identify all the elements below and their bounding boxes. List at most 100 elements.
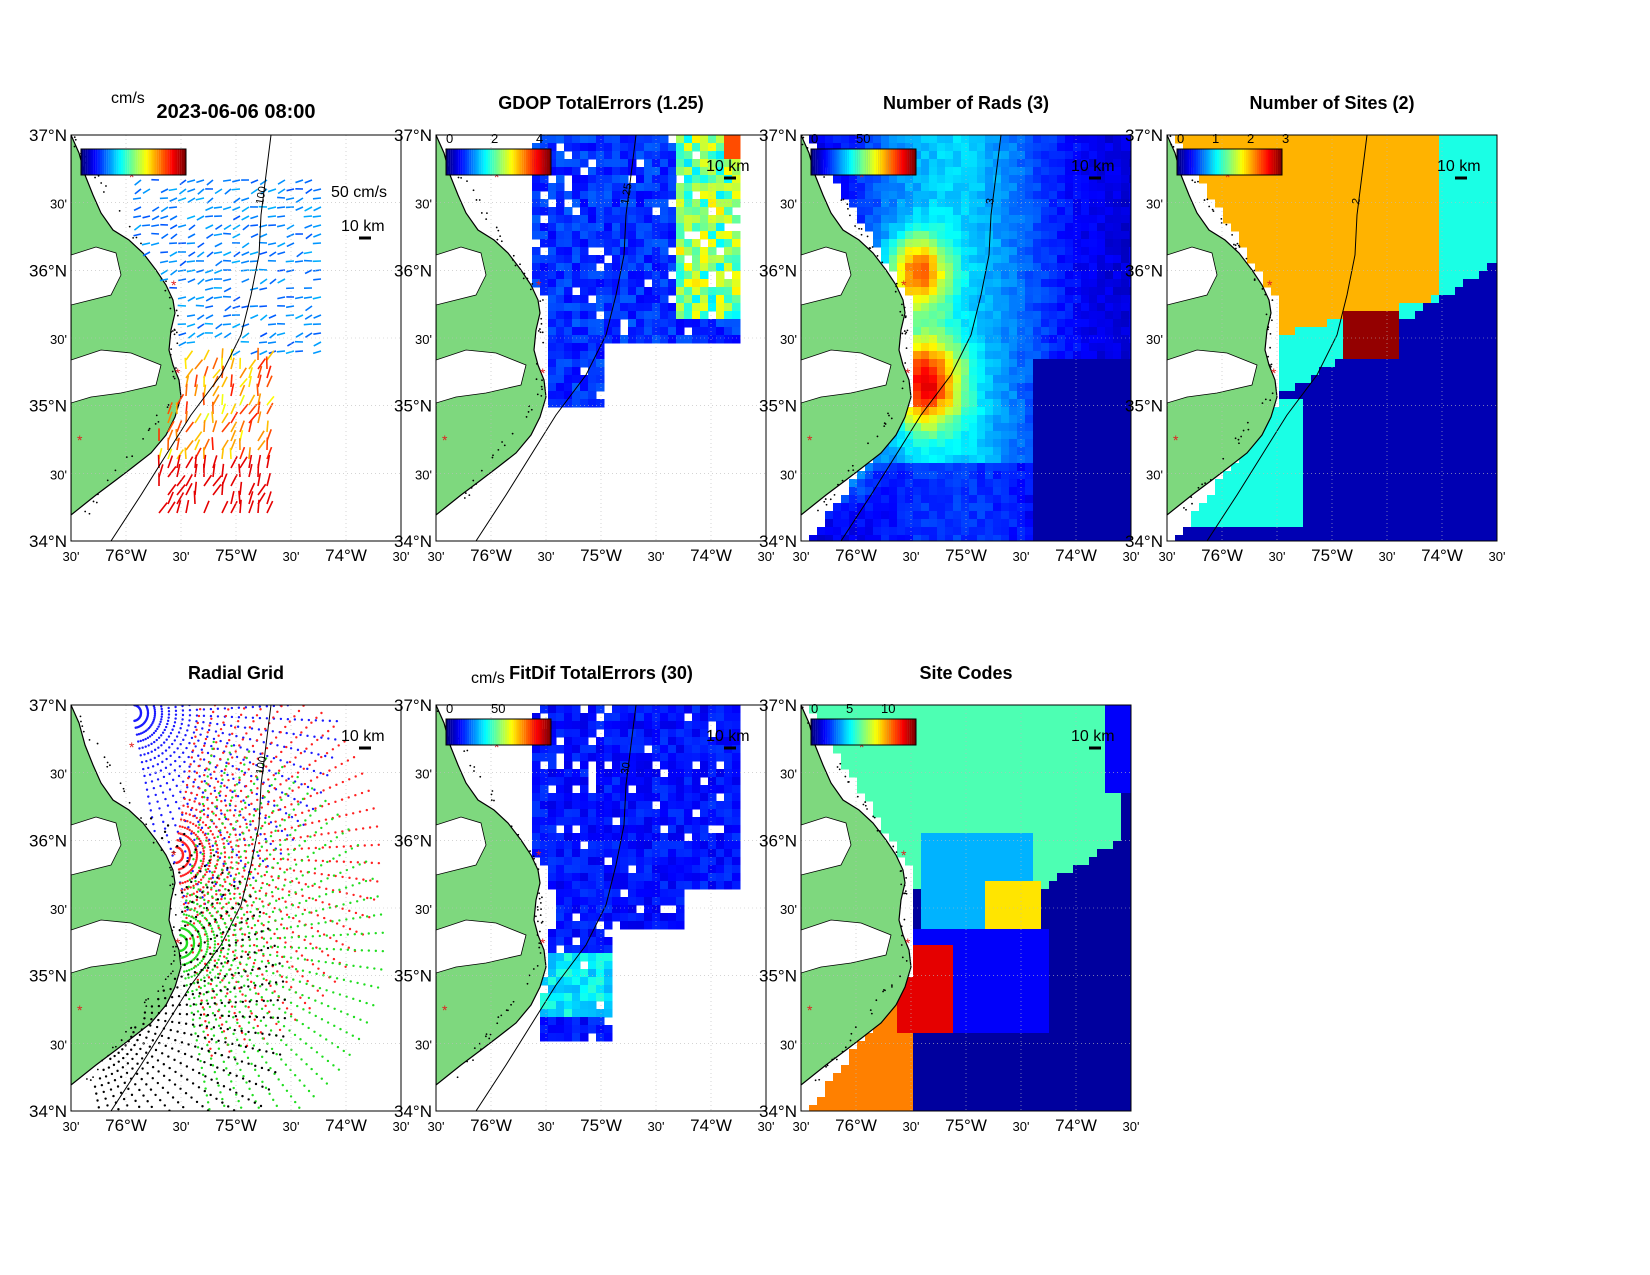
lat-tick-label: 34°N [759,532,797,551]
contour-label: 1.25 [619,182,635,205]
lat-tick-label: 35°N [29,397,67,416]
vector-scale-label: 50 cm/s [331,184,387,201]
site-marker: * [442,432,448,448]
scale-label: 10 km [1437,158,1481,175]
lon-tick-label: 30' [283,549,300,564]
contour-label: 30 [619,761,633,775]
site-marker: * [905,365,911,381]
colorbar: 0 5 10 [810,701,917,746]
lon-tick-label: 30' [1489,549,1506,564]
colorbar-tick: 3 [1282,131,1289,146]
site-marker: * [1267,277,1273,293]
lat-tick-label: 30' [415,1037,432,1052]
site-marker: * [175,365,181,381]
lat-tick-label: 30' [1146,467,1163,482]
lat-tick-label: 36°N [759,261,797,280]
panel-title: Site Codes [919,663,1013,683]
lat-tick-label: 30' [780,1037,797,1052]
map-svg: 2****0 1 2 310 km37°N30'36°N30'35°N30'34°N3… [1125,126,1506,565]
lat-tick-label: 35°N [759,967,797,986]
colorbar-tick: 50 [856,131,870,146]
lat-tick-label: 30' [415,767,432,782]
lat-tick-label: 34°N [394,532,432,551]
lat-tick-label: 30' [50,467,67,482]
lon-tick-label: 76°W [835,1116,877,1135]
lon-tick-label: 30' [173,1119,190,1134]
lat-tick-label: 37°N [759,126,797,145]
colorbar: 0 50 [810,131,917,176]
site-marker: * [859,739,865,755]
lon-tick-label: 30' [393,1119,410,1134]
lon-tick-label: 30' [1379,549,1396,564]
contour-label: 2 [1350,197,1363,205]
site-marker: * [129,739,135,755]
map-panel-p6: FitDif TotalErrors (30) 30 * * * * 0 50 cm/s 10 k… [381,663,821,1141]
lon-tick-label: 30' [648,549,665,564]
scale-label: 10 km [1071,728,1115,745]
site-marker: * [77,1002,83,1018]
site-marker: * [442,1002,448,1018]
lat-tick-label: 30' [780,467,797,482]
colorbar-tick: 2 [1247,131,1254,146]
lon-tick-label: 30' [903,1119,920,1134]
lat-tick-label: 30' [1146,197,1163,212]
lon-tick-label: 30' [538,549,555,564]
site-marker: * [1225,169,1231,185]
lat-tick-label: 36°N [29,831,67,850]
lat-tick-label: 30' [415,902,432,917]
map-panel-p2: GDOP TotalErrors (1.25) 1.25 * * * * 0 2 4 10 km 3… [381,93,821,571]
site-marker: * [536,847,542,863]
site-marker: * [494,169,500,185]
colorbar-tick: 0 [446,131,453,146]
lat-tick-label: 37°N [759,696,797,715]
map-svg: 100 * * * * cm/s 10 km 50 cm/s 37°N 30' 36°N 30' 35°… [29,90,409,565]
lat-tick-label: 37°N [29,126,67,145]
lon-tick-label: 75°W [945,1116,987,1135]
lon-tick-label: 30' [1013,549,1030,564]
lon-tick-label: 30' [1269,549,1286,564]
lon-tick-label: 76°W [105,546,147,565]
lon-tick-label: 30' [1123,1119,1140,1134]
map-svg: 1.25****0 2 410 km37°N30'36°N30'35°N30'34°… [394,126,774,565]
panel-title: 2023-06-06 08:00 [156,101,316,123]
lon-tick-label: 30' [428,549,445,564]
lat-tick-label: 30' [415,332,432,347]
site-marker: * [1173,432,1179,448]
lon-tick-label: 75°W [945,546,987,565]
lon-tick-label: 75°W [580,546,622,565]
site-marker: * [494,739,500,755]
lon-tick-label: 30' [538,1119,555,1134]
lon-tick-label: 74°W [1421,546,1463,565]
lon-tick-label: 30' [1013,1119,1030,1134]
lon-tick-label: 76°W [1201,546,1243,565]
site-marker: * [540,365,546,381]
lat-tick-label: 34°N [29,532,67,551]
lon-tick-label: 76°W [470,1116,512,1135]
colorbar-tick: 0 [811,701,818,716]
lon-tick-label: 75°W [215,546,257,565]
lon-tick-label: 30' [173,549,190,564]
panel-title: Number of Rads (3) [882,93,1050,113]
map-panel-p1: 2023-06-06 08:00 100 * * * * cm/s 10 km 50 cm/s 3… [16,90,456,571]
contour-label: 3 [984,197,997,205]
lat-tick-label: 35°N [29,967,67,986]
site-marker: * [171,847,177,863]
scale-label: 10 km [341,218,385,235]
colorbar-tick: 50 [491,701,505,716]
colorbar-unit-label: cm/s [471,670,505,687]
lon-tick-label: 30' [283,1119,300,1134]
lat-tick-label: 37°N [394,696,432,715]
lat-tick-label: 30' [415,197,432,212]
lat-tick-label: 30' [415,467,432,482]
lon-tick-label: 30' [793,1119,810,1134]
colorbar-tick: 0 [811,131,818,146]
map-panel-p7: Site Codes * * * * 0 5 10 10 km 37°N 30' 36°N 30' 35°… [746,663,1186,1141]
lon-tick-label: 76°W [835,546,877,565]
lat-tick-label: 37°N [29,696,67,715]
colorbar: 0 50 cm/s [445,670,552,746]
site-marker: * [901,277,907,293]
lat-tick-label: 30' [780,197,797,212]
lat-tick-label: 30' [50,902,67,917]
lon-tick-label: 30' [793,549,810,564]
